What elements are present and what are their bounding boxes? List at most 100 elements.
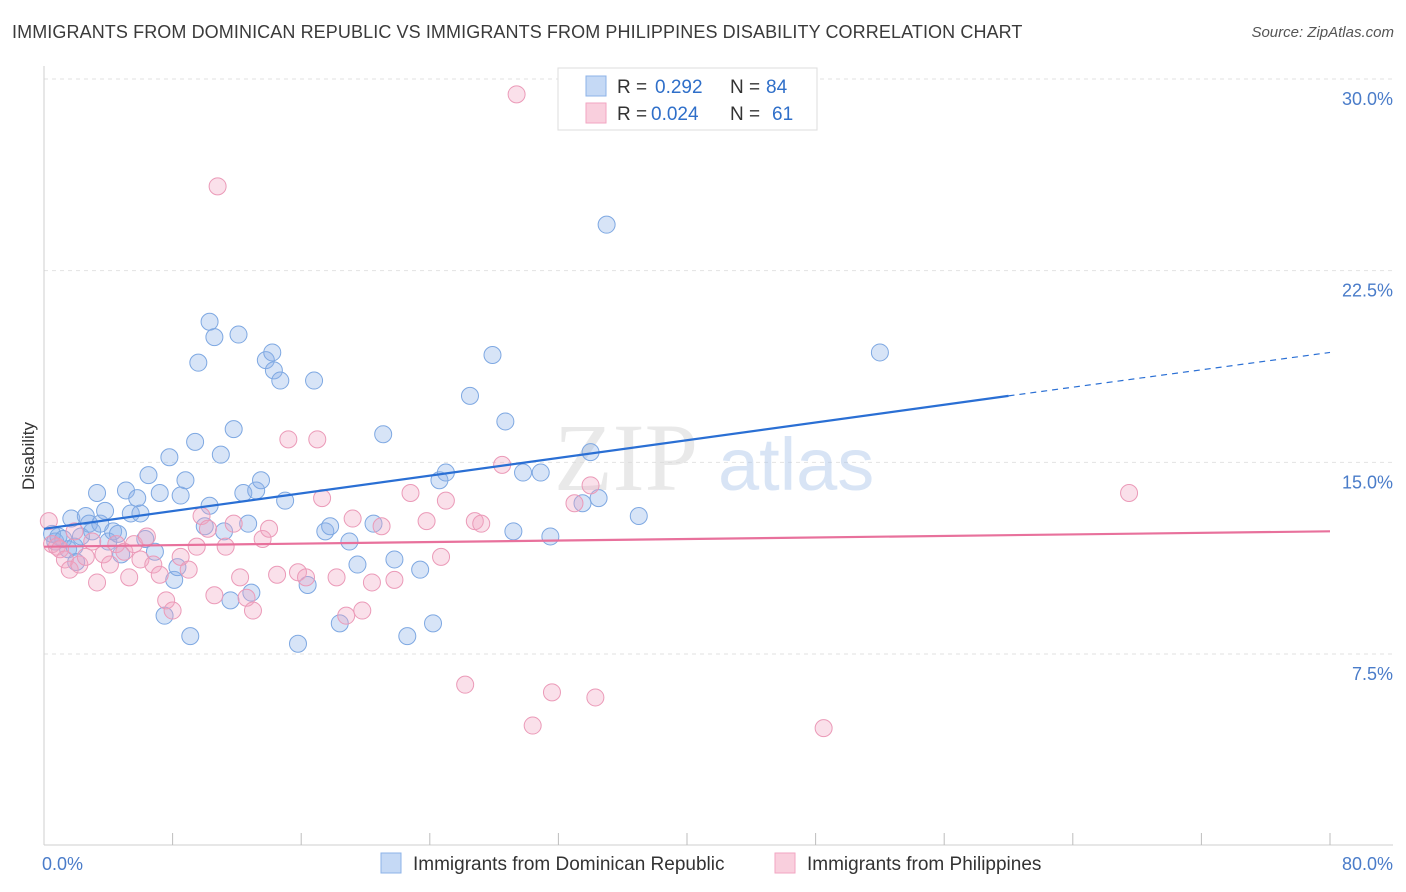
- philippines-point-34: [243, 601, 262, 620]
- y-tick-labels: 7.5% 15.0% 22.5% 30.0%: [1342, 89, 1393, 684]
- dominican-point-12: [88, 484, 107, 502]
- dominican-point-76: [531, 463, 550, 482]
- philippines-point-19: [144, 555, 163, 574]
- dominican-point-65: [385, 550, 404, 569]
- legend-top-n-label-2: N =: [730, 104, 760, 125]
- philippines-point-47: [362, 573, 381, 592]
- philippines-point-31: [224, 514, 243, 533]
- dominican-point-28: [160, 448, 179, 467]
- dominican-point-40: [211, 445, 230, 464]
- y-tick-label-1: 15.0%: [1342, 472, 1393, 492]
- philippines-point-37: [268, 565, 287, 584]
- legend-swatch-dominican: [380, 852, 402, 874]
- philippines-point-21: [157, 591, 176, 610]
- dominican-point-74: [504, 522, 523, 541]
- philippines-point-12: [100, 555, 119, 574]
- philippines-point-53: [436, 491, 455, 510]
- dominican-point-55: [288, 634, 307, 653]
- philippines-point-46: [353, 601, 372, 620]
- dominican-point-51: [263, 343, 282, 362]
- y-tick-label-3: 30.0%: [1342, 89, 1393, 109]
- legend-bottom: Immigrants from Dominican Republic Immig…: [380, 852, 1041, 875]
- dominican-point-43: [224, 420, 243, 439]
- philippines-point-44: [337, 606, 356, 625]
- dominican-point-37: [200, 312, 219, 331]
- philippines-point-23: [171, 547, 190, 566]
- grid-lines: [44, 78, 1393, 655]
- legend-top-n-label-1: N =: [730, 77, 760, 98]
- dominican-point-83: [870, 343, 889, 362]
- philippines-point-40: [297, 568, 316, 587]
- dominican-point-33: [181, 627, 200, 646]
- philippines-point-49: [385, 570, 404, 589]
- philippines-point-30: [216, 537, 235, 556]
- legend-label-philippines: Immigrants from Philippines: [807, 854, 1041, 875]
- dominican-point-14: [96, 501, 115, 520]
- dominican-point-77: [541, 527, 560, 546]
- series-dominican-points: [43, 215, 889, 653]
- series-philippines-points: [39, 85, 1139, 738]
- philippines-point-4: [55, 550, 74, 569]
- watermark: ZIP atlas: [554, 404, 874, 511]
- axes: [43, 66, 1393, 846]
- dominican-point-71: [460, 386, 479, 405]
- x-tick-label-right: 80.0%: [1342, 854, 1393, 874]
- dominican-point-52: [264, 361, 283, 380]
- legend-top-n-value-2: 61: [772, 104, 793, 125]
- watermark-atlas: atlas: [718, 423, 874, 506]
- dominican-point-32: [176, 471, 195, 490]
- dominican-point-59: [321, 517, 340, 536]
- philippines-point-32: [231, 568, 250, 587]
- source-credit: Source: ZipAtlas.com: [1251, 24, 1394, 41]
- philippines-point-43: [327, 568, 346, 587]
- philippines-point-27: [198, 519, 217, 538]
- dominican-point-62: [348, 555, 367, 574]
- legend-top-r-value-1: 0.292: [655, 77, 703, 98]
- trend-lines: [43, 351, 1331, 548]
- philippines-point-52: [432, 547, 451, 566]
- philippines-point-15: [120, 568, 139, 587]
- philippines-point-41: [308, 430, 327, 449]
- dominican-point-53: [271, 371, 290, 390]
- philippines-point-5: [60, 560, 79, 579]
- legend-top: R = 0.292 N = 84 R = 0.024 N = 61: [557, 67, 818, 131]
- dominican-point-7: [67, 553, 86, 571]
- dominican-point-35: [189, 353, 208, 372]
- philippines-point-65: [1120, 484, 1139, 502]
- dominican-point-39: [205, 328, 224, 347]
- philippines-point-63: [586, 688, 605, 707]
- dominican-point-66: [398, 627, 417, 646]
- legend-top-r-value-2: 0.024: [651, 104, 699, 125]
- philippines-point-24: [179, 560, 198, 579]
- dominican-point-73: [496, 412, 515, 431]
- philippines-point-56: [472, 514, 491, 533]
- dominican-point-47: [242, 583, 261, 602]
- dominican-point-36: [195, 517, 214, 536]
- philippines-point-38: [279, 430, 298, 449]
- dominican-point-49: [252, 471, 271, 490]
- dominican-point-82: [629, 507, 648, 525]
- philippines-point-8: [76, 547, 95, 566]
- philippines-point-28: [205, 586, 224, 605]
- philippines-point-45: [343, 509, 362, 528]
- dominican-point-22: [131, 504, 150, 523]
- dominican-point-57: [305, 371, 324, 390]
- philippines-point-7: [70, 555, 89, 574]
- y-tick-label-0: 7.5%: [1352, 664, 1393, 684]
- philippines-point-54: [456, 675, 475, 694]
- philippines-point-29: [208, 177, 227, 196]
- dominican-point-44: [229, 325, 248, 344]
- dominican-point-60: [330, 614, 349, 633]
- dominican-trend-extension: [1008, 351, 1331, 397]
- dominican-point-56: [298, 576, 317, 594]
- y-axis-title: Disability: [19, 421, 38, 490]
- dominican-point-46: [239, 514, 258, 533]
- philippines-point-3: [51, 540, 70, 559]
- legend-top-swatch-pink: [585, 102, 607, 124]
- dominican-point-67: [411, 560, 430, 579]
- philippines-point-62: [581, 476, 600, 495]
- philippines-point-0: [39, 512, 58, 531]
- dominican-point-58: [316, 522, 335, 541]
- philippines-point-51: [417, 512, 436, 531]
